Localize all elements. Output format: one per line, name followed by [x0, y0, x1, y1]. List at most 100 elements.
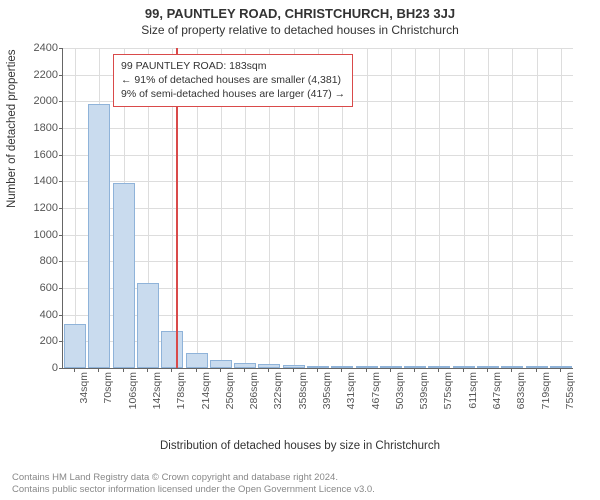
gridline-v	[488, 48, 489, 368]
bar	[404, 366, 426, 368]
x-tick-label: 467sqm	[370, 372, 382, 412]
x-tick-mark	[341, 368, 342, 372]
chart-title: 99, PAUNTLEY ROAD, CHRISTCHURCH, BH23 3J…	[0, 0, 600, 21]
bar	[88, 104, 110, 368]
x-tick-label: 575sqm	[442, 372, 454, 412]
x-tick-mark	[438, 368, 439, 372]
x-tick-mark	[463, 368, 464, 372]
x-tick-mark	[536, 368, 537, 372]
y-tick-label: 400	[18, 309, 58, 321]
bar	[550, 366, 572, 368]
bar	[113, 183, 135, 368]
y-tick-label: 1400	[18, 175, 58, 187]
y-tick-mark	[59, 75, 63, 76]
y-axis-label: Number of detached properties	[6, 49, 18, 208]
bar	[258, 364, 280, 368]
x-tick-label: 719sqm	[540, 372, 552, 412]
x-tick-mark	[196, 368, 197, 372]
x-axis-label: Distribution of detached houses by size …	[0, 440, 600, 452]
x-tick-label: 539sqm	[418, 372, 430, 412]
chart-subtitle: Size of property relative to detached ho…	[0, 21, 600, 37]
y-tick-mark	[59, 128, 63, 129]
y-tick-label: 0	[18, 362, 58, 374]
x-tick-mark	[414, 368, 415, 372]
x-tick-label: 142sqm	[151, 372, 163, 412]
bar	[307, 366, 329, 368]
x-tick-mark	[98, 368, 99, 372]
footer: Contains HM Land Registry data © Crown c…	[12, 472, 375, 496]
x-tick-mark	[366, 368, 367, 372]
x-tick-label: 70sqm	[102, 372, 114, 412]
bar	[526, 366, 548, 368]
gridline-v	[75, 48, 76, 368]
x-tick-mark	[244, 368, 245, 372]
footer-line-2: Contains public sector information licen…	[12, 484, 375, 496]
y-tick-mark	[59, 181, 63, 182]
x-tick-mark	[123, 368, 124, 372]
x-tick-mark	[317, 368, 318, 372]
y-tick-label: 200	[18, 335, 58, 347]
bar	[283, 365, 305, 368]
gridline-v	[512, 48, 513, 368]
x-tick-label: 503sqm	[394, 372, 406, 412]
x-tick-mark	[487, 368, 488, 372]
x-tick-mark	[293, 368, 294, 372]
y-tick-mark	[59, 101, 63, 102]
info-line-1: 99 PAUNTLEY ROAD: 183sqm	[121, 59, 345, 73]
x-tick-label: 250sqm	[224, 372, 236, 412]
x-tick-mark	[511, 368, 512, 372]
x-tick-label: 322sqm	[272, 372, 284, 412]
x-tick-label: 431sqm	[345, 372, 357, 412]
bar	[501, 366, 523, 368]
gridline-v	[561, 48, 562, 368]
x-tick-label: 611sqm	[467, 372, 479, 412]
chart-container: 99, PAUNTLEY ROAD, CHRISTCHURCH, BH23 3J…	[0, 0, 600, 500]
x-tick-mark	[74, 368, 75, 372]
bar	[210, 360, 232, 368]
footer-line-1: Contains HM Land Registry data © Crown c…	[12, 472, 375, 484]
x-tick-label: 178sqm	[175, 372, 187, 412]
x-tick-label: 683sqm	[515, 372, 527, 412]
y-tick-label: 2200	[18, 69, 58, 81]
info-box: 99 PAUNTLEY ROAD: 183sqm ← 91% of detach…	[113, 54, 353, 107]
x-tick-label: 214sqm	[200, 372, 212, 412]
bar	[137, 283, 159, 368]
y-tick-mark	[59, 341, 63, 342]
x-tick-label: 395sqm	[321, 372, 333, 412]
x-tick-label: 755sqm	[564, 372, 576, 412]
chart-area: 99 PAUNTLEY ROAD: 183sqm ← 91% of detach…	[62, 48, 572, 408]
y-tick-label: 1600	[18, 149, 58, 161]
x-tick-label: 34sqm	[78, 372, 90, 412]
info-line-3: 9% of semi-detached houses are larger (4…	[121, 87, 345, 101]
x-tick-label: 358sqm	[297, 372, 309, 412]
y-tick-mark	[59, 368, 63, 369]
bar	[186, 353, 208, 368]
y-tick-label: 2000	[18, 95, 58, 107]
gridline-v	[439, 48, 440, 368]
x-tick-mark	[268, 368, 269, 372]
bar	[356, 366, 378, 368]
bar	[161, 331, 183, 368]
y-tick-mark	[59, 315, 63, 316]
y-tick-label: 2400	[18, 42, 58, 54]
gridline-v	[391, 48, 392, 368]
y-tick-mark	[59, 288, 63, 289]
x-tick-mark	[560, 368, 561, 372]
info-line-2: ← 91% of detached houses are smaller (4,…	[121, 73, 345, 87]
y-tick-label: 600	[18, 282, 58, 294]
y-tick-mark	[59, 235, 63, 236]
x-tick-label: 286sqm	[248, 372, 260, 412]
x-tick-mark	[220, 368, 221, 372]
y-tick-mark	[59, 261, 63, 262]
gridline-v	[415, 48, 416, 368]
bar	[64, 324, 86, 368]
bar	[380, 366, 402, 368]
y-tick-label: 1000	[18, 229, 58, 241]
bar	[453, 366, 475, 368]
x-tick-mark	[147, 368, 148, 372]
y-tick-label: 800	[18, 255, 58, 267]
y-tick-label: 1200	[18, 202, 58, 214]
bar	[428, 366, 450, 368]
y-tick-label: 1800	[18, 122, 58, 134]
bar	[477, 366, 499, 368]
